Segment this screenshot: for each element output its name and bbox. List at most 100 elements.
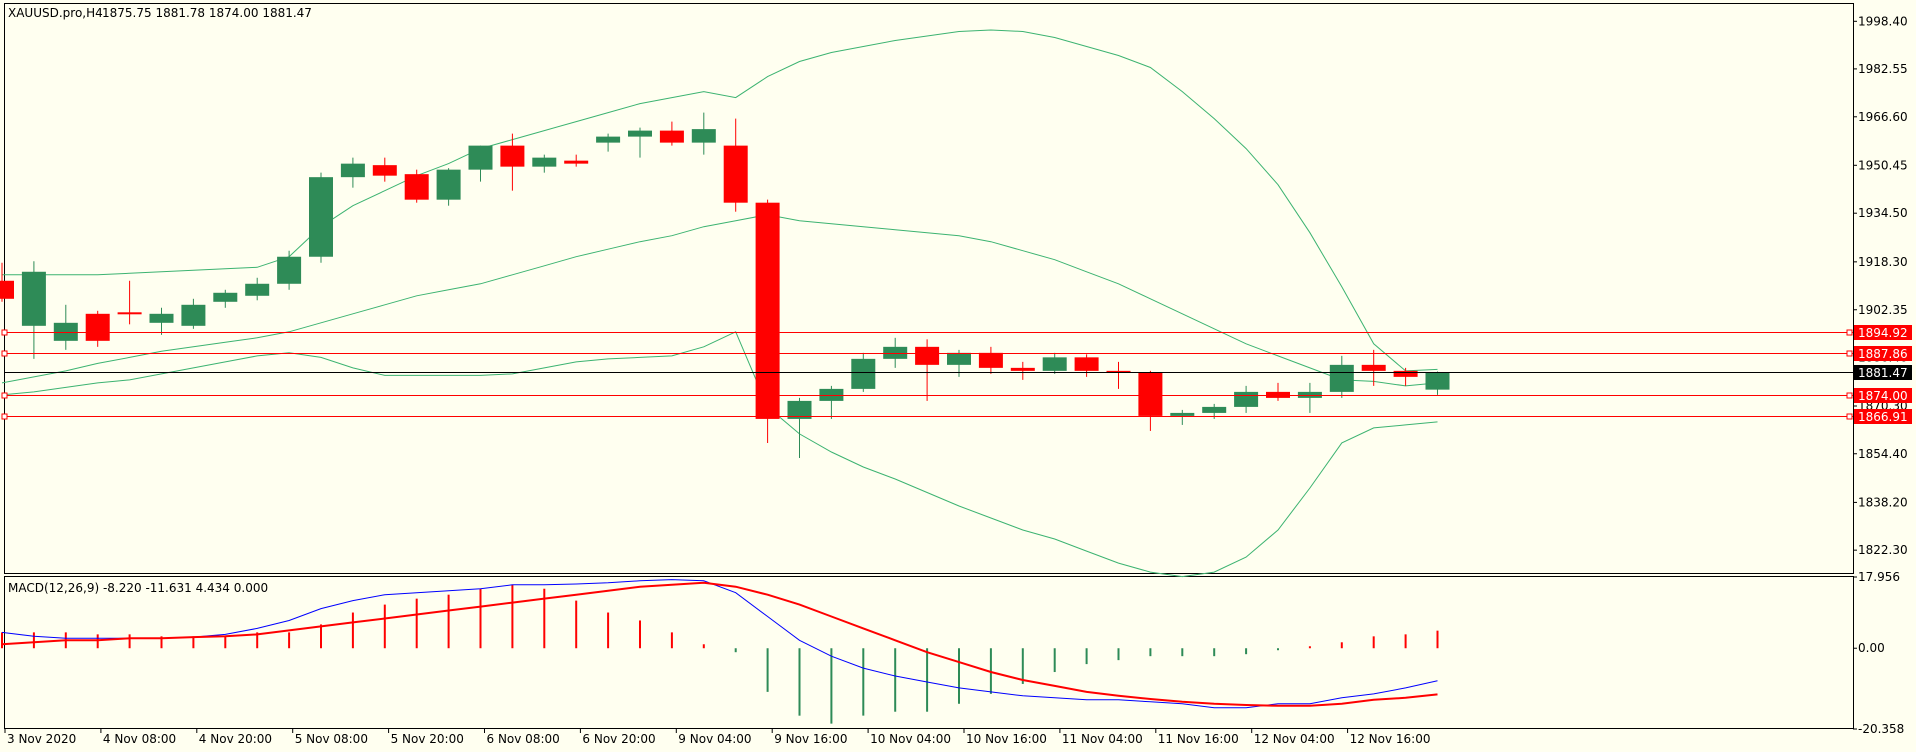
- price-axis-label: 1998.40: [1858, 14, 1908, 28]
- candle-body: [53, 322, 78, 341]
- time-axis-label: 9 Nov 16:00: [774, 732, 847, 746]
- candle-body: [564, 160, 589, 164]
- candle-body: [723, 145, 748, 203]
- bid-price-tag-label: 1881.47: [1858, 366, 1908, 380]
- price-line-left-anchor: [1, 329, 8, 336]
- time-axis-label: 5 Nov 20:00: [391, 732, 464, 746]
- candle-body: [851, 358, 876, 389]
- price-level-tag-label: 1894.92: [1858, 326, 1908, 340]
- candle-body: [883, 346, 908, 359]
- macd-label: MACD(12,26,9) -8.220 -11.631 4.434 0.000: [8, 581, 268, 595]
- price-level-tag-label: 1866.91: [1858, 410, 1908, 424]
- ohlc-label: 1875.75 1881.78 1874.00 1881.47: [102, 6, 312, 20]
- time-axis-label: 12 Nov 16:00: [1350, 732, 1431, 746]
- candle-body: [819, 388, 844, 401]
- candle-body: [245, 283, 270, 296]
- candle-body: [755, 202, 780, 419]
- time-axis-label: 5 Nov 08:00: [295, 732, 368, 746]
- candle-body: [1202, 406, 1227, 413]
- candle-body: [1297, 391, 1322, 398]
- price-line-right-anchor: [1846, 413, 1853, 420]
- macd-axis-label: 0.00: [1858, 641, 1885, 655]
- candle-body: [117, 312, 142, 315]
- price-line-left-anchor: [1, 392, 8, 399]
- candle-body: [21, 271, 46, 326]
- price-level-tag: [1854, 346, 1912, 361]
- price-level-tag-label: 1874.00: [1858, 389, 1908, 403]
- time-axis-label: 6 Nov 08:00: [487, 732, 560, 746]
- time-axis-label: 10 Nov 04:00: [870, 732, 951, 746]
- candle-body: [915, 346, 940, 365]
- price-level-tag: [1854, 325, 1912, 340]
- candle-body: [404, 174, 429, 200]
- price-axis-label: 1934.50: [1858, 206, 1908, 220]
- price-line-left-anchor: [1, 413, 8, 420]
- price-axis-label: 1966.60: [1858, 110, 1908, 124]
- time-axis-label: 11 Nov 04:00: [1062, 732, 1143, 746]
- time-axis-label: 11 Nov 16:00: [1158, 732, 1239, 746]
- price-line-right-anchor: [1846, 329, 1853, 336]
- candle-body: [1074, 357, 1099, 371]
- time-axis-label: 6 Nov 20:00: [582, 732, 655, 746]
- price-axis-label: 1950.45: [1858, 158, 1908, 172]
- time-axis-label: 9 Nov 04:00: [678, 732, 751, 746]
- candle-body: [1170, 412, 1195, 416]
- candle-body: [1010, 367, 1035, 371]
- candle-body: [787, 400, 812, 419]
- time-axis-label: 4 Nov 20:00: [199, 732, 272, 746]
- candle-body: [0, 280, 14, 299]
- price-level-tag-label: 1887.86: [1858, 347, 1908, 361]
- candle-body: [532, 157, 557, 167]
- candle-body: [1106, 370, 1131, 373]
- candle-body: [1138, 372, 1163, 416]
- candle-body: [1266, 391, 1290, 398]
- candle-body: [1361, 364, 1386, 371]
- candle-body: [436, 169, 461, 200]
- time-axis-label: 12 Nov 04:00: [1254, 732, 1335, 746]
- bid-price-tag: [1854, 365, 1912, 380]
- main-panel-border: [4, 3, 1854, 574]
- candle-body: [340, 163, 365, 178]
- bollinger-upper-band: [2, 29, 1438, 372]
- candle-body: [500, 145, 525, 167]
- candle-body: [181, 304, 206, 326]
- candle-body: [596, 136, 621, 143]
- price-axis-label: 1822.30: [1858, 543, 1908, 557]
- candle-body: [978, 352, 1003, 368]
- candle-body: [691, 129, 716, 143]
- candle-body: [468, 145, 493, 170]
- candle-body: [1329, 364, 1354, 392]
- price-axis-label: 1838.20: [1858, 495, 1908, 509]
- price-axis-label: 1902.35: [1858, 303, 1908, 317]
- price-line-right-anchor: [1846, 350, 1853, 357]
- candle-body: [1393, 370, 1418, 377]
- price-line-left-anchor: [1, 350, 8, 357]
- bollinger-middle-band: [1, 214, 1438, 387]
- candle-body: [309, 177, 333, 257]
- bollinger-lower-band: [1, 331, 1438, 578]
- macd-axis-label: 17.956: [1858, 570, 1900, 584]
- symbol-label: XAUUSD.pro,H4: [8, 6, 103, 20]
- macd-main-line: [1, 579, 1438, 709]
- candle-body: [1234, 391, 1259, 407]
- candle-body: [659, 130, 684, 143]
- price-line-right-anchor: [1846, 392, 1853, 399]
- candle-body: [149, 313, 174, 323]
- time-axis-label: 4 Nov 08:00: [103, 732, 176, 746]
- candle-body: [1042, 357, 1067, 371]
- candle-body: [213, 292, 238, 302]
- candle-body: [947, 352, 971, 365]
- macd-axis-label: -20.358: [1858, 722, 1904, 736]
- price-level-tag: [1854, 388, 1912, 403]
- candle-body: [628, 130, 652, 137]
- macd-signal-line: [1, 581, 1438, 707]
- candle-body: [85, 313, 110, 341]
- candle-body: [1425, 372, 1450, 390]
- price-axis-label: 1918.30: [1858, 255, 1908, 269]
- candle-body: [372, 165, 397, 176]
- price-axis-label: 1854.40: [1858, 447, 1908, 461]
- candle-body: [277, 256, 302, 284]
- price-level-tag: [1854, 409, 1912, 424]
